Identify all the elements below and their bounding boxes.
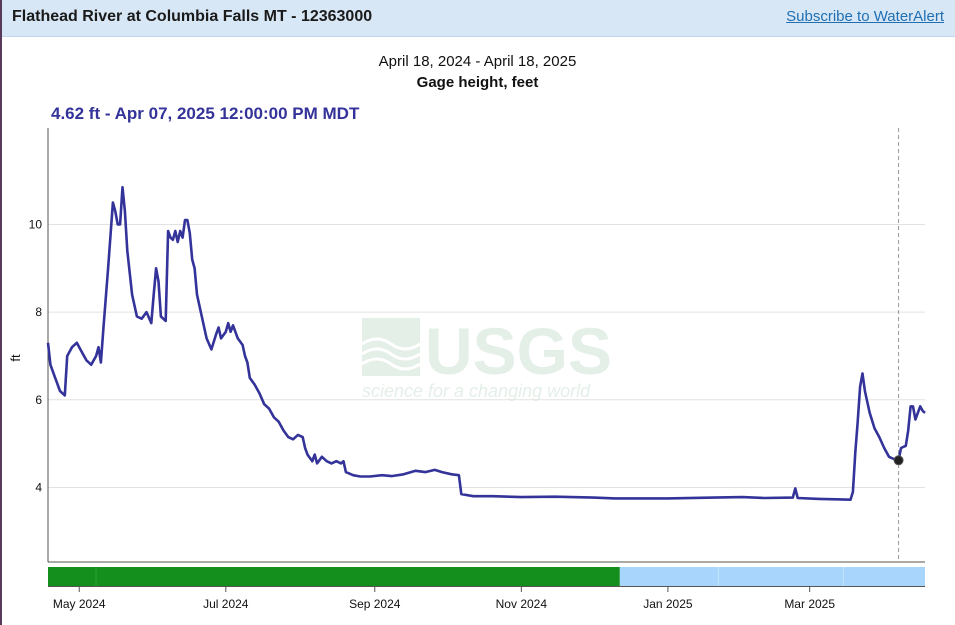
y-axis-title: ft: [8, 354, 23, 362]
gridlines: [48, 223, 925, 488]
usgs-logo-icon: [361, 318, 421, 376]
x-tick-label: Mar 2025: [784, 597, 835, 611]
watermark-tagline: science for a changing world: [362, 381, 591, 401]
subscribe-wateralert-link[interactable]: Subscribe to WaterAlert: [786, 8, 944, 25]
watermark-logo-text: USGS: [425, 314, 612, 388]
parameter-label: Gage height, feet: [416, 74, 539, 91]
site-title: Flathead River at Columbia Falls MT - 12…: [12, 8, 373, 25]
provisional-data-bar[interactable]: [619, 567, 925, 586]
y-tick-label: 4: [35, 480, 42, 494]
gage-height-line: [46, 185, 926, 501]
tooltip-readout: 4.62 ft - Apr 07, 2025 12:00:00 PM MDT: [51, 104, 360, 123]
window-left-edge: [0, 0, 2, 625]
x-tick-label: Sep 2024: [349, 597, 401, 611]
x-tick-label: May 2024: [53, 597, 106, 611]
approved-data-bar[interactable]: [48, 567, 620, 586]
y-tick-label: 10: [29, 217, 43, 231]
date-range-label: April 18, 2024 - April 18, 2025: [378, 53, 577, 70]
approval-status-bar[interactable]: [48, 567, 925, 587]
page-header: Flathead River at Columbia Falls MT - 12…: [2, 0, 955, 37]
x-ticks: May 2024 Jul 2024 Sep 2024 Nov 2024 Jan 2025…: [53, 587, 835, 611]
x-tick-label: Jul 2024: [203, 597, 249, 611]
x-tick-label: Jan 2025: [643, 597, 693, 611]
usgs-watermark: USGS science for a changing world: [361, 314, 612, 401]
y-tick-label: 8: [35, 305, 42, 319]
x-tick-label: Nov 2024: [496, 597, 548, 611]
y-ticks: 4 6 8 10: [29, 217, 43, 494]
y-tick-label: 6: [35, 393, 42, 407]
highlighted-point: [893, 455, 904, 466]
